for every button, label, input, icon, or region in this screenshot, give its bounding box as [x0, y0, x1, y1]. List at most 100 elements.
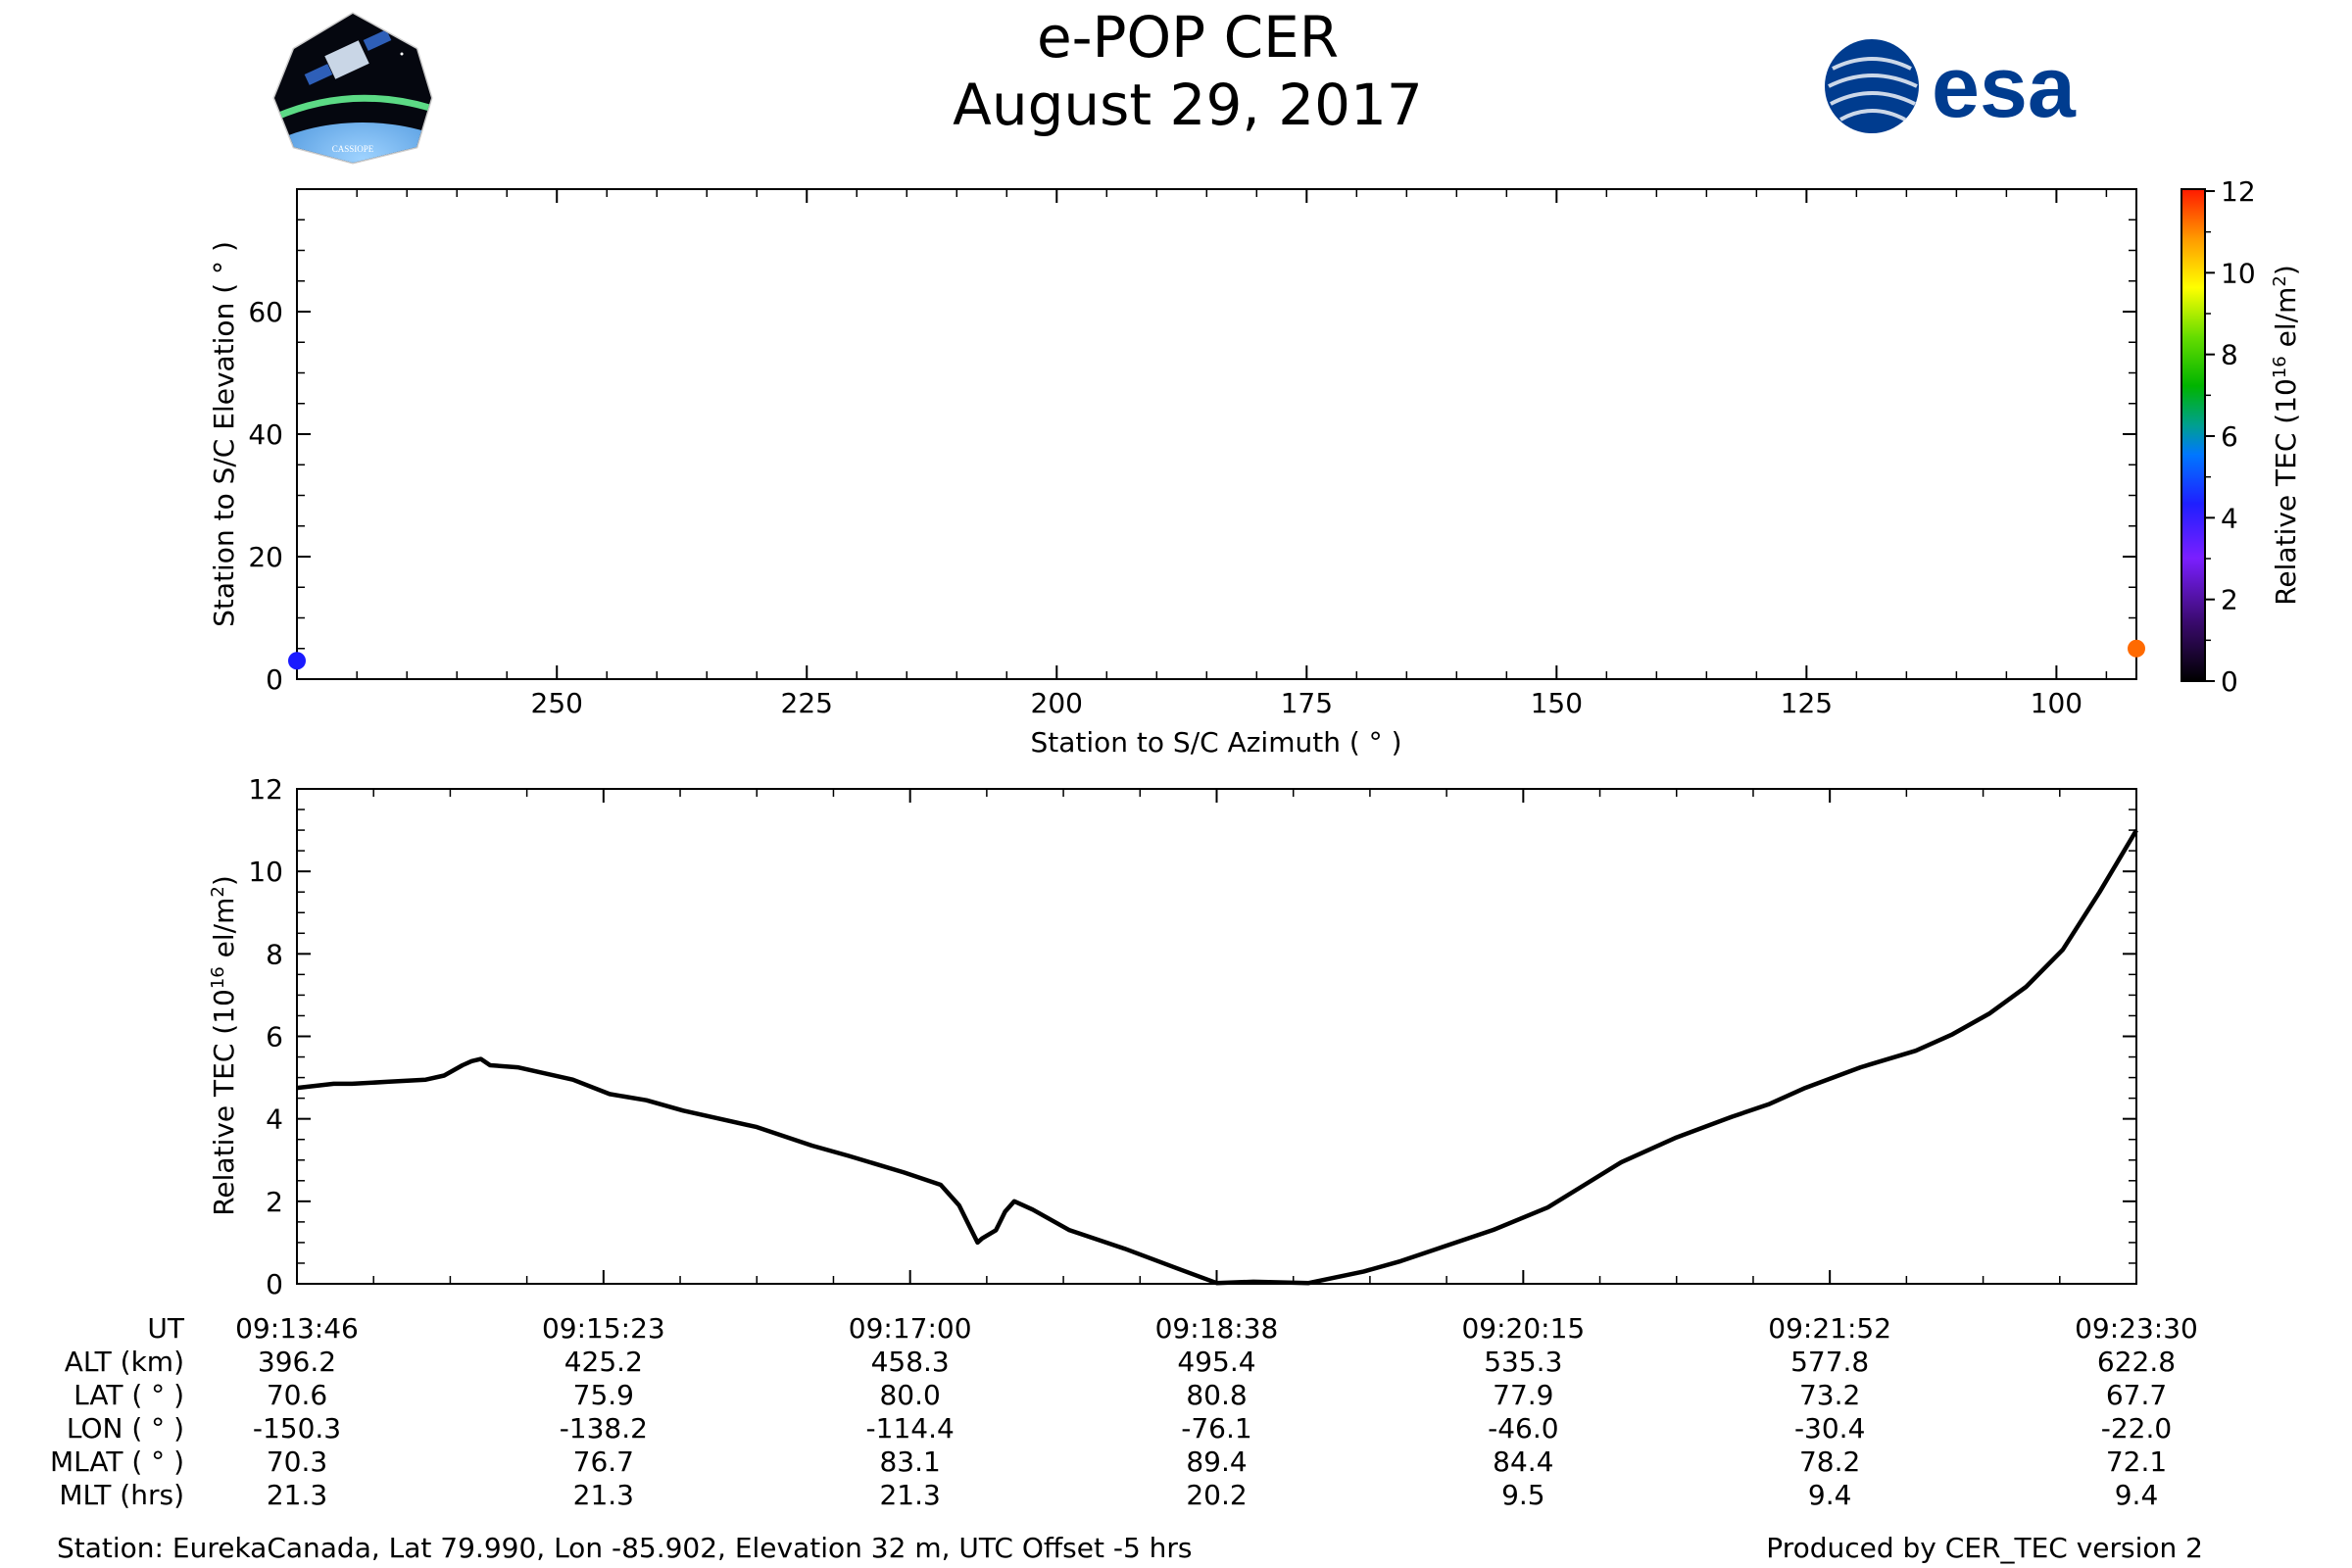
ephemeris-cell: 09:18:38: [1155, 1312, 1279, 1345]
ephemeris-cell: -138.2: [560, 1412, 648, 1445]
scatter-point: [2128, 639, 2145, 658]
ephemeris-cell: 70.6: [267, 1379, 327, 1411]
scatter-point: [288, 652, 306, 670]
top-plot-frame: [296, 188, 2137, 680]
ephemeris-cell: 09:13:46: [235, 1312, 359, 1345]
colorbar-tick-label: 4: [2221, 502, 2238, 534]
top-plot-xlabel: Station to S/C Azimuth ( ° ): [1030, 726, 1401, 759]
y-tick-label: 0: [266, 663, 283, 696]
y-tick-label: 8: [266, 938, 283, 970]
colorbar-label: Relative TEC (1016 el/m2): [2270, 265, 2303, 606]
ephemeris-cell: -150.3: [253, 1412, 341, 1445]
ephemeris-cell: -76.1: [1181, 1412, 1251, 1445]
x-tick-label: 225: [781, 687, 833, 719]
bottom-plot-frame: [296, 788, 2137, 1285]
x-tick-label: 100: [2031, 687, 2082, 719]
ephemeris-cell: 425.2: [564, 1346, 643, 1378]
ephemeris-cell: 89.4: [1186, 1446, 1247, 1478]
ephemeris-cell: 9.4: [1808, 1479, 1852, 1511]
ephemeris-cell: -114.4: [866, 1412, 955, 1445]
tec-series-line: [296, 828, 2138, 1286]
ephemeris-cell: 622.8: [2097, 1346, 2176, 1378]
ephemeris-row-label: MLT (hrs): [59, 1479, 184, 1511]
figure-title: e-POP CER: [1037, 4, 1339, 71]
ephemeris-cell: 495.4: [1177, 1346, 1255, 1378]
y-tick-label: 40: [248, 418, 283, 451]
ephemeris-cell: 84.4: [1493, 1446, 1553, 1478]
cassiope-logo-text: CASSIOPE: [332, 144, 374, 154]
ephemeris-cell: 20.2: [1186, 1479, 1247, 1511]
ephemeris-cell: 67.7: [2106, 1379, 2167, 1411]
ephemeris-cell: 21.3: [267, 1479, 327, 1511]
ephemeris-cell: 80.8: [1186, 1379, 1247, 1411]
colorbar-tick-label: 12: [2221, 175, 2256, 208]
bottom-plot-ticks: 0 2 4 6 8 10 12: [248, 773, 2137, 1300]
x-tick-label: 175: [1281, 687, 1333, 719]
esa-logo-text: esa: [1932, 38, 2077, 135]
ephemeris-cell: 75.9: [573, 1379, 634, 1411]
ephemeris-cell: -30.4: [1794, 1412, 1865, 1445]
y-tick-label: 10: [248, 856, 283, 888]
ephemeris-cell: 09:21:52: [1768, 1312, 1891, 1345]
esa-logo: esa: [1825, 38, 2077, 135]
bottom-plot-ylabel: Relative TEC (1016 el/m2): [208, 875, 241, 1216]
x-tick-label: 250: [531, 687, 583, 719]
ephemeris-cell: 73.2: [1799, 1379, 1860, 1411]
top-plot-ticks: 250 225 200 175 150 125 100 0 20 40 60: [248, 189, 2136, 719]
cassiope-satellite-logo: CASSIOPE: [272, 12, 433, 165]
ephemeris-cell: -46.0: [1488, 1412, 1558, 1445]
colorbar-tick-label: 2: [2221, 584, 2238, 616]
ephemeris-cell: 458.3: [871, 1346, 950, 1378]
x-tick-label: 200: [1031, 687, 1083, 719]
ephemeris-cell: 83.1: [879, 1446, 940, 1478]
ephemeris-cell: 09:23:30: [2075, 1312, 2198, 1345]
ephemeris-row-label: LAT ( ° ): [74, 1379, 184, 1411]
y-tick-label: 12: [248, 773, 283, 806]
colorbar-tick-label: 6: [2221, 420, 2238, 453]
colorbar-tick-label: 0: [2221, 665, 2238, 698]
ephemeris-cell: 09:15:23: [542, 1312, 665, 1345]
y-tick-label: 4: [266, 1103, 283, 1136]
ephemeris-cell: 80.0: [879, 1379, 940, 1411]
station-info: Station: EurekaCanada, Lat 79.990, Lon -…: [57, 1532, 1193, 1564]
y-tick-label: 0: [266, 1268, 283, 1300]
y-tick-label: 6: [266, 1021, 283, 1054]
ephemeris-cell: 78.2: [1799, 1446, 1860, 1478]
ephemeris-cell: 09:20:15: [1461, 1312, 1585, 1345]
colorbar: 0 2 4 6 8 10 12 Relative TEC (1016 el/m2): [2180, 175, 2303, 698]
colorbar-tick-label: 8: [2221, 339, 2238, 371]
x-tick-label: 150: [1531, 687, 1583, 719]
produced-by: Produced by CER_TEC version 2: [1766, 1532, 2203, 1564]
y-tick-label: 60: [248, 296, 283, 328]
elevation-azimuth-plot: 250 225 200 175 150 125 100 0 20 40 60 Station to …: [208, 188, 2145, 759]
colorbar-gradient: [2180, 188, 2206, 682]
ephemeris-cell: 21.3: [879, 1479, 940, 1511]
colorbar-tick-label: 10: [2221, 257, 2256, 289]
x-tick-label: 125: [1781, 687, 1833, 719]
ephemeris-cell: 09:17:00: [849, 1312, 972, 1345]
top-plot-markers: [288, 639, 2145, 670]
y-tick-label: 2: [266, 1186, 283, 1218]
colorbar-ticks: 0 2 4 6 8 10 12: [2205, 175, 2256, 698]
y-tick-label: 20: [248, 541, 283, 573]
ephemeris-cell: -22.0: [2101, 1412, 2172, 1445]
figure-date: August 29, 2017: [953, 72, 1423, 138]
ephemeris-cell: 77.9: [1493, 1379, 1553, 1411]
ephemeris-cell: 577.8: [1790, 1346, 1869, 1378]
top-plot-ylabel: Station to S/C Elevation ( ° ): [208, 241, 240, 627]
ephemeris-cell: 21.3: [573, 1479, 634, 1511]
ephemeris-row-label: LON ( ° ): [67, 1412, 184, 1445]
ephemeris-row-label: MLAT ( ° ): [50, 1446, 184, 1478]
ephemeris-row-label: ALT (km): [65, 1346, 184, 1378]
ephemeris-cell: 76.7: [573, 1446, 634, 1478]
ephemeris-cell: 535.3: [1484, 1346, 1562, 1378]
ephemeris-cell: 9.4: [2115, 1479, 2159, 1511]
ephemeris-cell: 72.1: [2106, 1446, 2167, 1478]
ephemeris-row-label: UT: [147, 1312, 184, 1345]
tec-time-plot: 0 2 4 6 8 10 12 Relative TEC (1016 el/m2): [208, 773, 2138, 1300]
ephemeris-cell: 396.2: [258, 1346, 336, 1378]
ephemeris-cell: 9.5: [1501, 1479, 1545, 1511]
ephemeris-cell: 70.3: [267, 1446, 327, 1478]
